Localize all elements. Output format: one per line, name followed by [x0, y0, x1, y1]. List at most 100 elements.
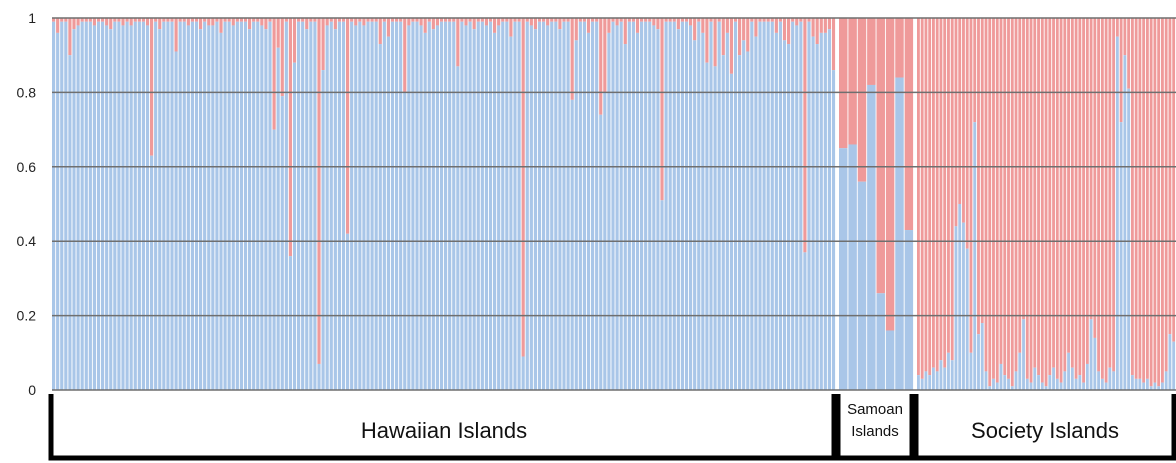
gridlines [52, 17, 1176, 391]
bar-blue-segment [876, 293, 885, 390]
bar-red-segment [950, 18, 954, 361]
bar-red-segment [439, 18, 444, 22]
bar-blue-segment [823, 32, 827, 390]
bar-red-segment [791, 18, 795, 22]
bar-blue-segment [272, 129, 276, 390]
bar-blue-segment [145, 25, 150, 390]
bar-red-segment [399, 18, 403, 22]
bar-blue-segment [717, 21, 721, 390]
bar-red-segment [1040, 18, 1044, 383]
bar-red-segment [313, 18, 317, 22]
bar-blue-segment [1160, 382, 1164, 390]
bar-blue-segment [113, 21, 117, 390]
bar-blue-segment [1119, 122, 1123, 390]
bar-red-segment [1123, 18, 1127, 56]
bar-blue-segment [965, 248, 969, 390]
bar-blue-segment [746, 51, 750, 390]
bar-red-segment [701, 18, 705, 33]
bar-red-segment [693, 18, 697, 41]
bar-red-segment [742, 18, 746, 41]
bar-red-segment [1168, 18, 1172, 335]
bar-red-segment [672, 18, 676, 22]
bar-red-segment [141, 18, 146, 22]
bar-red-segment [1127, 18, 1131, 89]
bar-blue-segment [920, 378, 924, 390]
bar-blue-segment [501, 21, 505, 390]
bar-red-segment [1074, 18, 1078, 379]
bar-red-segment [178, 18, 182, 22]
bar-red-segment [211, 18, 215, 26]
bar-red-segment [935, 18, 939, 372]
bar-blue-segment [562, 21, 566, 390]
y-tick-label: 0 [28, 382, 36, 398]
bar-blue-segment [546, 25, 550, 390]
bar-red-segment [1025, 18, 1029, 379]
bar-red-segment [831, 18, 836, 71]
bar-red-segment [444, 18, 448, 22]
bar-blue-segment [750, 21, 754, 390]
y-tick-label: 0.8 [17, 84, 37, 100]
bar-blue-segment [1037, 375, 1040, 390]
bar-blue-segment [1093, 337, 1097, 390]
bar-blue-segment [227, 21, 231, 390]
bar-blue-segment [350, 21, 354, 390]
bar-blue-segment [60, 21, 64, 390]
bar-blue-segment [194, 21, 199, 390]
bar-blue-segment [170, 21, 174, 390]
bar-red-segment [1089, 18, 1093, 320]
y-tick-label: 0.4 [17, 233, 37, 249]
bar-blue-segment [1097, 371, 1101, 390]
bar-red-segment [174, 18, 178, 52]
bar-blue-segment [313, 21, 317, 390]
bar-blue-segment [390, 21, 395, 390]
bar-blue-segment [672, 21, 676, 390]
bar-blue-segment [1127, 88, 1131, 391]
bar-red-segment [517, 18, 521, 22]
y-axis: 0 0.2 0.4 0.6 0.8 1 [17, 10, 37, 398]
bar-red-segment [721, 18, 725, 56]
bar-blue-segment [558, 29, 562, 390]
bar-red-segment [472, 18, 476, 30]
bar-red-segment [407, 18, 411, 26]
bar-blue-segment [619, 21, 623, 390]
bar-blue-segment [635, 32, 640, 390]
bar-blue-segment [362, 25, 366, 390]
bar-blue-segment [984, 371, 988, 390]
group-brackets [48, 394, 1176, 461]
bar-red-segment [1160, 18, 1164, 383]
bar-blue-segment [288, 256, 293, 390]
bar-blue-segment [448, 21, 452, 390]
bar-red-segment [223, 18, 227, 22]
bar-red-segment [533, 18, 538, 30]
bar-blue-segment [101, 21, 105, 390]
bar-blue-segment [1130, 375, 1134, 390]
bar-red-segment [738, 18, 742, 56]
bar-red-segment [885, 18, 895, 331]
bar-blue-segment [578, 21, 582, 390]
bar-blue-segment [141, 21, 146, 390]
bar-red-segment [932, 18, 935, 368]
bar-blue-segment [684, 21, 689, 390]
bar-blue-segment [992, 378, 995, 390]
bar-blue-segment [488, 21, 493, 390]
bar-red-segment [243, 18, 248, 22]
bar-red-segment [80, 18, 84, 22]
bar-red-segment [170, 18, 174, 22]
bar-blue-segment [88, 21, 92, 390]
y-tick-label: 1 [28, 10, 36, 26]
bar-red-segment [607, 18, 611, 33]
bar-blue-segment [129, 25, 133, 390]
bar-red-segment [1142, 18, 1146, 383]
bar-red-segment [1138, 18, 1142, 379]
bar-blue-segment [969, 352, 973, 390]
bar-red-segment [766, 18, 770, 22]
bar-red-segment [256, 18, 260, 22]
bar-red-segment [370, 18, 374, 22]
bar-blue-segment [705, 62, 709, 390]
bar-blue-segment [574, 40, 578, 390]
bar-blue-segment [542, 21, 546, 390]
bar-red-segment [1014, 18, 1018, 372]
bar-blue-segment [1003, 375, 1007, 390]
bar-blue-segment [341, 21, 346, 390]
